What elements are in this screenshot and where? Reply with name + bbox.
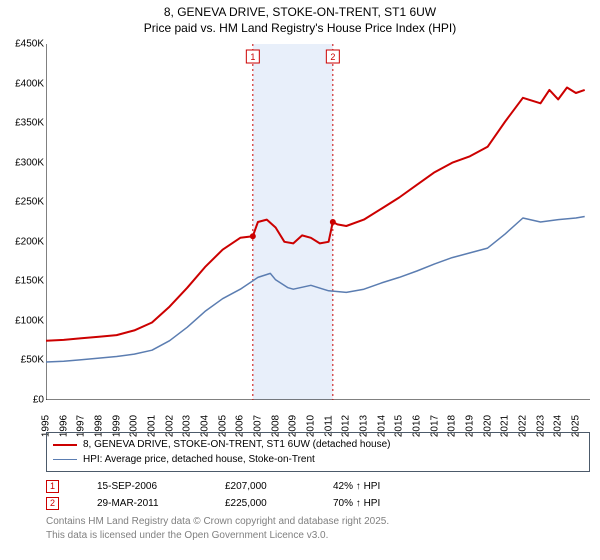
sale-price: £225,000 bbox=[225, 498, 295, 509]
attribution: Contains HM Land Registry data © Crown c… bbox=[46, 515, 590, 542]
y-tick-label: £400K bbox=[0, 78, 44, 89]
sale-row: 1 15-SEP-2006 £207,000 42% ↑ HPI bbox=[46, 478, 590, 495]
chart-plot-area: 12 bbox=[46, 44, 590, 400]
y-tick-label: £100K bbox=[0, 315, 44, 326]
title-line-1: 8, GENEVA DRIVE, STOKE-ON-TRENT, ST1 6UW bbox=[0, 4, 600, 20]
attribution-line-1: Contains HM Land Registry data © Crown c… bbox=[46, 515, 590, 529]
attribution-line-2: This data is licensed under the Open Gov… bbox=[46, 529, 590, 543]
sale-price: £207,000 bbox=[225, 481, 295, 492]
sale-marker: 1 bbox=[46, 480, 59, 493]
sale-delta: 70% ↑ HPI bbox=[333, 498, 380, 509]
sale-row: 2 29-MAR-2011 £225,000 70% ↑ HPI bbox=[46, 495, 590, 512]
chart-container: 8, GENEVA DRIVE, STOKE-ON-TRENT, ST1 6UW… bbox=[0, 0, 600, 560]
sale-marker: 2 bbox=[46, 497, 59, 510]
title-line-2: Price paid vs. HM Land Registry's House … bbox=[0, 20, 600, 36]
svg-text:2: 2 bbox=[330, 52, 335, 62]
chart-svg: 12 bbox=[46, 44, 590, 400]
svg-text:1: 1 bbox=[250, 52, 255, 62]
y-tick-label: £200K bbox=[0, 236, 44, 247]
sale-delta: 42% ↑ HPI bbox=[333, 481, 380, 492]
y-tick-label: £0 bbox=[0, 395, 44, 406]
y-tick-label: £250K bbox=[0, 197, 44, 208]
sale-date: 29-MAR-2011 bbox=[97, 498, 187, 509]
sale-date: 15-SEP-2006 bbox=[97, 481, 187, 492]
y-tick-label: £300K bbox=[0, 157, 44, 168]
y-tick-label: £150K bbox=[0, 276, 44, 287]
legend-swatch bbox=[53, 459, 77, 460]
legend-label: HPI: Average price, detached house, Stok… bbox=[83, 452, 315, 467]
y-tick-label: £50K bbox=[0, 355, 44, 366]
y-tick-label: £350K bbox=[0, 118, 44, 129]
footer: 8, GENEVA DRIVE, STOKE-ON-TRENT, ST1 6UW… bbox=[46, 432, 590, 542]
legend-row: HPI: Average price, detached house, Stok… bbox=[53, 452, 583, 467]
sales-list: 1 15-SEP-2006 £207,000 42% ↑ HPI 2 29-MAR-201… bbox=[46, 478, 590, 512]
y-tick-label: £450K bbox=[0, 39, 44, 50]
legend-label: 8, GENEVA DRIVE, STOKE-ON-TRENT, ST1 6UW… bbox=[83, 437, 391, 452]
title-block: 8, GENEVA DRIVE, STOKE-ON-TRENT, ST1 6UW… bbox=[0, 0, 600, 38]
legend-box: 8, GENEVA DRIVE, STOKE-ON-TRENT, ST1 6UW… bbox=[46, 432, 590, 472]
legend-swatch bbox=[53, 444, 77, 446]
legend-row: 8, GENEVA DRIVE, STOKE-ON-TRENT, ST1 6UW… bbox=[53, 437, 583, 452]
